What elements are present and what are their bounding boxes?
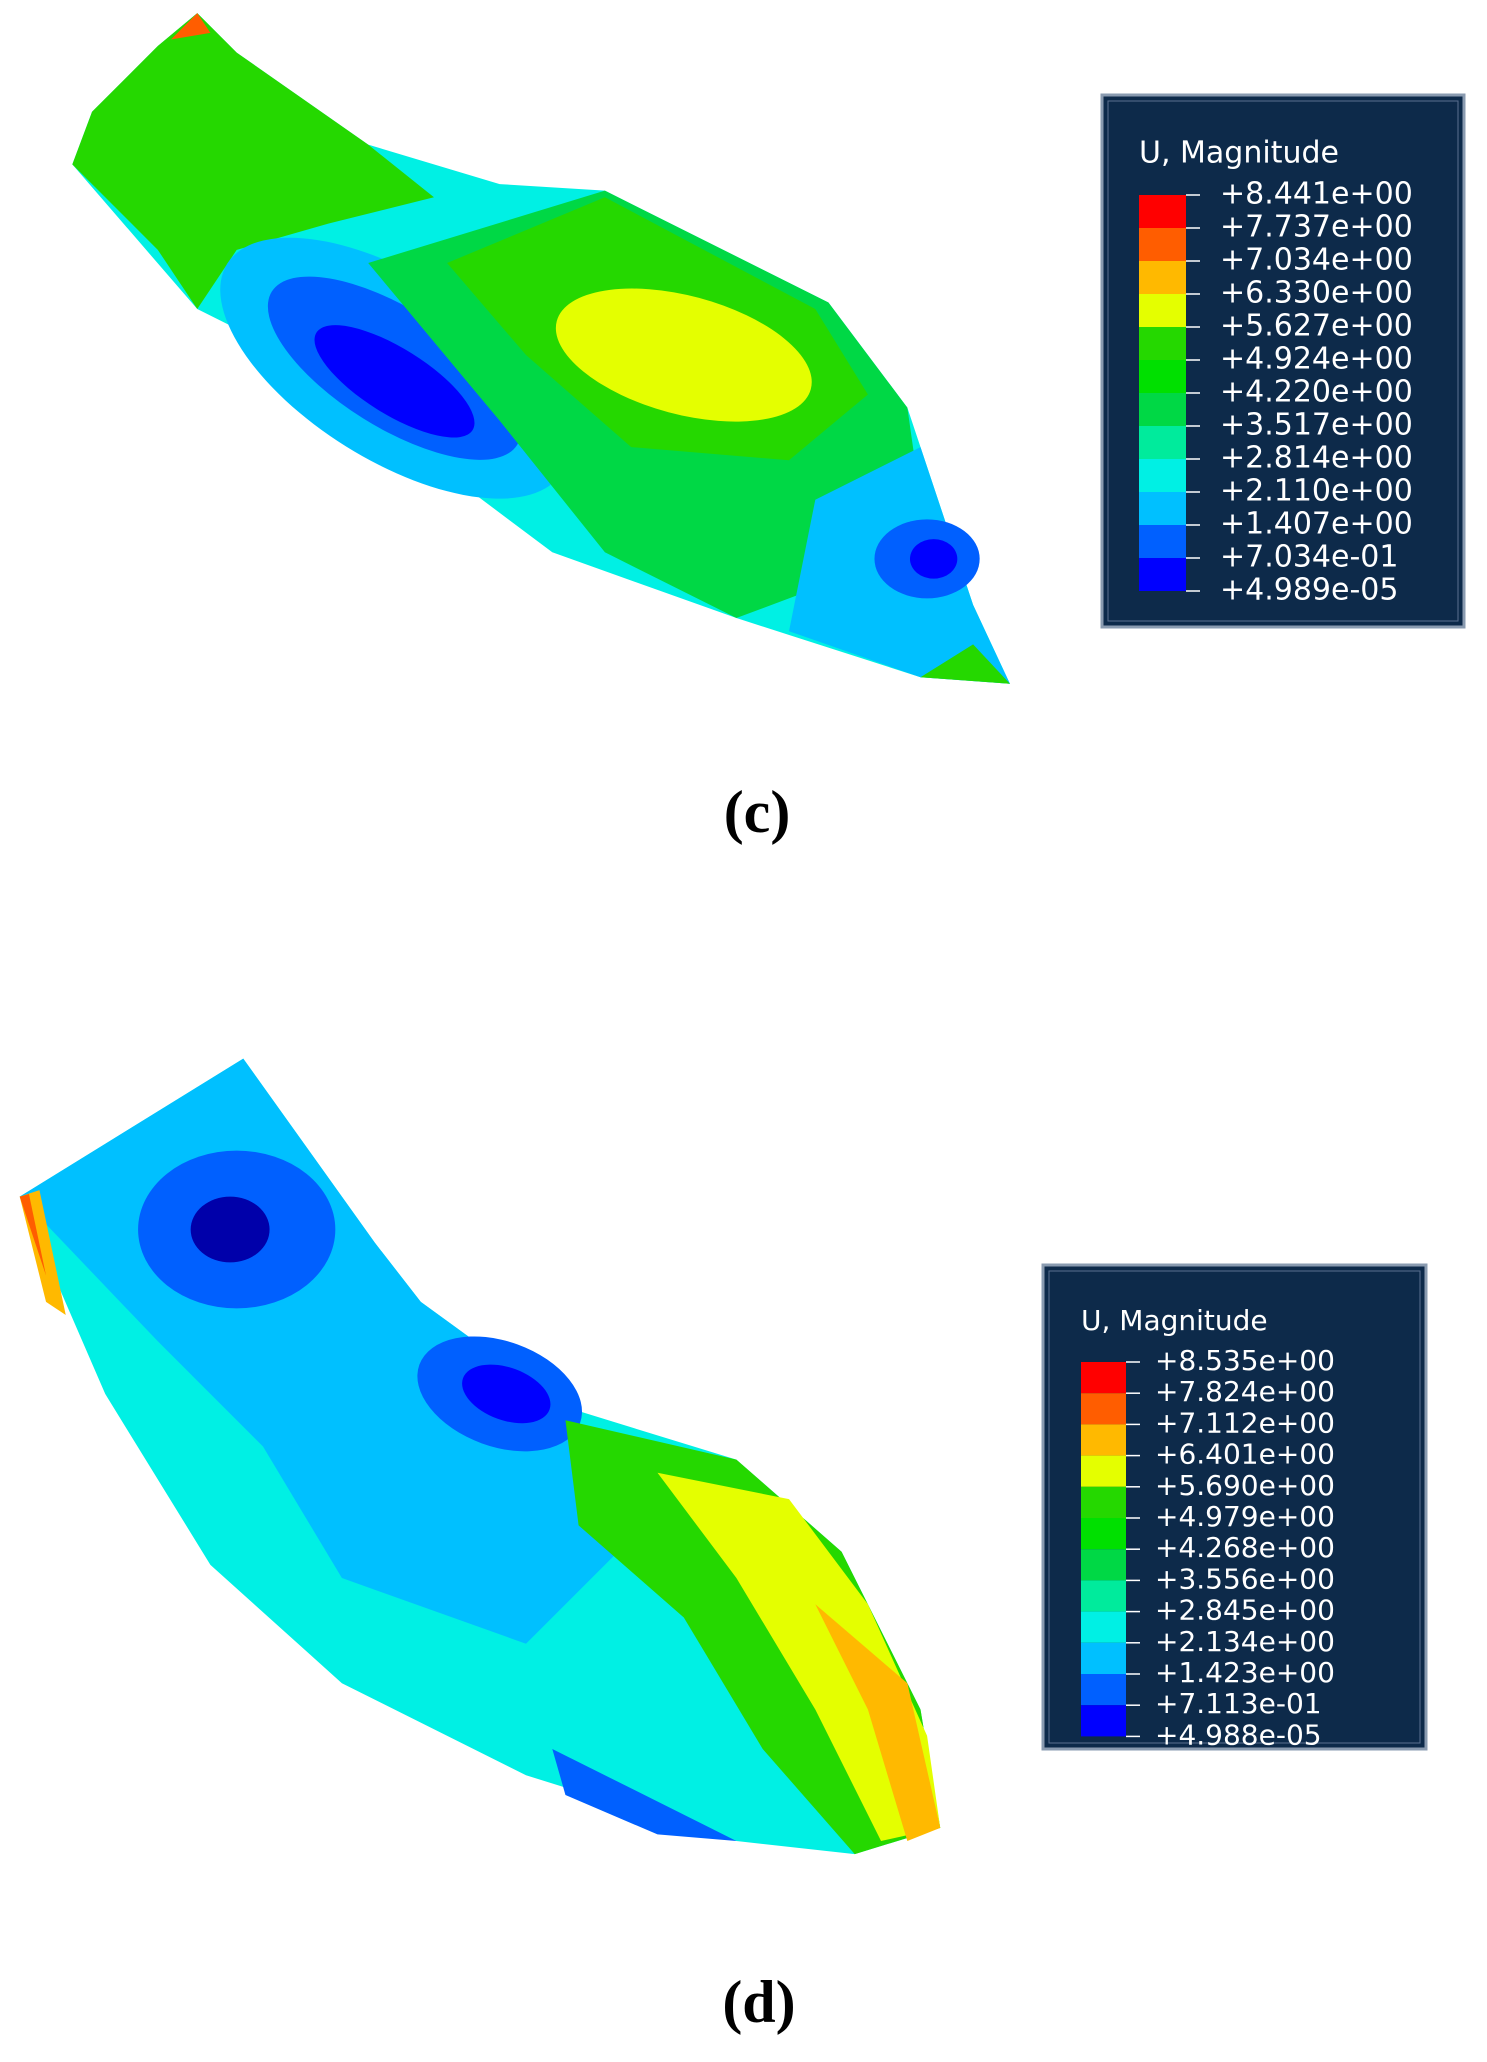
legend-label: +7.034e-01 (1220, 540, 1398, 575)
legend-swatch (1081, 1642, 1126, 1674)
legend-label: +4.268e+00 (1155, 1531, 1335, 1564)
legend-swatch (1081, 1424, 1126, 1456)
legend-label: +1.423e+00 (1155, 1656, 1335, 1689)
legend-inner-border (1107, 100, 1459, 622)
legend-swatch (1081, 1549, 1126, 1581)
legend-label: +5.627e+00 (1220, 309, 1413, 344)
legend-label: +4.220e+00 (1220, 375, 1413, 410)
legend-label: +2.814e+00 (1220, 441, 1413, 476)
legend-title: U, Magnitude (1139, 136, 1339, 171)
legend-label: +3.556e+00 (1155, 1562, 1335, 1595)
legend-label: +7.113e-01 (1155, 1687, 1322, 1720)
legend-inner-border (1048, 1270, 1421, 1744)
legend-label: +5.690e+00 (1155, 1469, 1335, 1502)
legend-label: +2.134e+00 (1155, 1625, 1335, 1658)
legend-label: +7.112e+00 (1155, 1406, 1335, 1439)
legend-label: +4.988e-05 (1155, 1718, 1322, 1751)
legend-swatch (1081, 1455, 1126, 1487)
legend-label: +8.535e+00 (1155, 1344, 1335, 1377)
legend-swatch (1139, 459, 1186, 492)
legend-swatch (1139, 492, 1186, 525)
contour-plot-d (19, 1058, 941, 1855)
legend-label: +7.034e+00 (1220, 243, 1413, 278)
legend-swatch (1139, 195, 1186, 228)
legend-swatch (1081, 1393, 1126, 1425)
legend-swatch (1139, 294, 1186, 327)
legend-swatch (1139, 426, 1186, 459)
legend-swatch (1081, 1611, 1126, 1643)
legend-swatch (1081, 1580, 1126, 1612)
legend-swatch (1139, 360, 1186, 393)
legend-label: +4.924e+00 (1220, 342, 1413, 377)
legend-label: +4.989e-05 (1220, 573, 1398, 608)
legend-label: +1.407e+00 (1220, 507, 1413, 542)
legend-swatch (1139, 558, 1186, 591)
legend-swatch (1081, 1705, 1126, 1737)
legend-swatch (1139, 525, 1186, 558)
legend-label: +6.330e+00 (1220, 276, 1413, 311)
legend-label: +3.517e+00 (1220, 408, 1413, 443)
legend-label: +7.824e+00 (1155, 1375, 1335, 1408)
legend-label: +2.845e+00 (1155, 1594, 1335, 1627)
caption: (d) (722, 1969, 795, 2035)
legend-swatch (1081, 1486, 1126, 1518)
legend-swatch (1139, 393, 1186, 426)
legend-title: U, Magnitude (1081, 1304, 1268, 1337)
legend-swatch (1081, 1518, 1126, 1550)
legend-swatch (1081, 1674, 1126, 1706)
contour-plot-c (72, 13, 1010, 684)
legend-label: +8.441e+00 (1220, 177, 1413, 212)
legend-label: +6.401e+00 (1155, 1438, 1335, 1471)
legend-label: +7.737e+00 (1220, 210, 1413, 245)
legend-swatch (1139, 228, 1186, 261)
legend-swatch (1139, 261, 1186, 294)
legend-label: +2.110e+00 (1220, 474, 1413, 509)
legend-label: +4.979e+00 (1155, 1500, 1335, 1533)
caption: (c) (724, 779, 791, 845)
legend-swatch (1081, 1362, 1126, 1394)
legend-swatch (1139, 327, 1186, 360)
